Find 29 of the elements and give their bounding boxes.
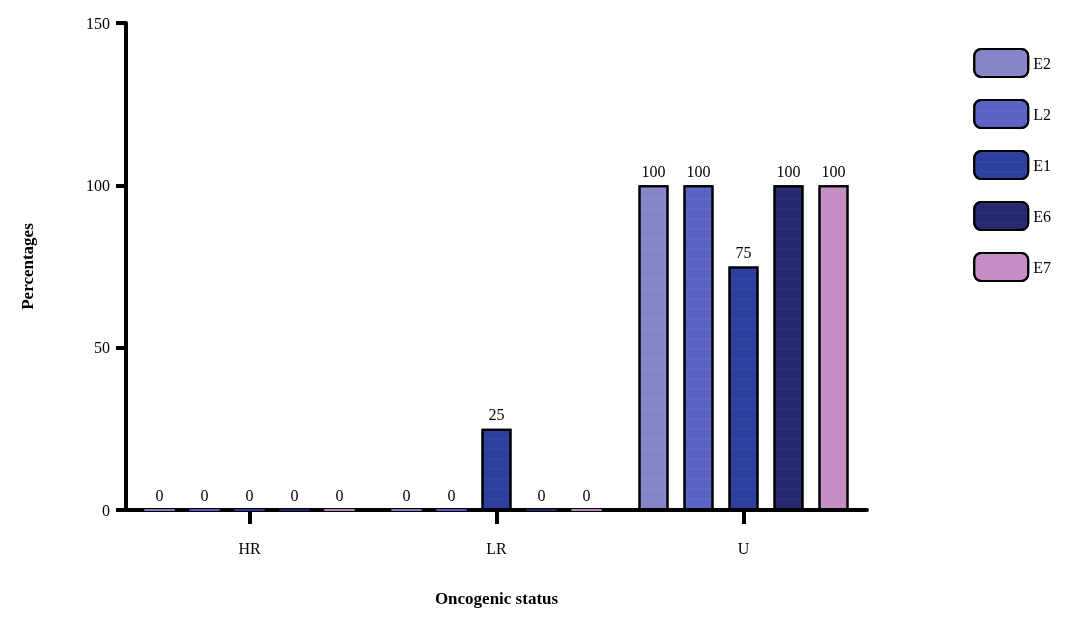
x-axis-title: Oncogenic status: [434, 589, 559, 608]
data-label: 100: [776, 162, 801, 180]
legend-label: E6: [1033, 207, 1052, 225]
data-label: 0: [200, 487, 209, 504]
data-label: 0: [447, 487, 456, 504]
data-label: 0: [537, 487, 546, 504]
data-label: 0: [335, 487, 344, 504]
y-tick-label: 100: [86, 176, 110, 194]
y-tick-label: 0: [102, 501, 110, 519]
x-tick-label: LR: [486, 539, 508, 557]
data-label: 0: [245, 487, 254, 504]
data-label: 25: [488, 406, 505, 424]
legend-label: E2: [1033, 54, 1052, 72]
data-label: 0: [155, 487, 164, 504]
data-label: 100: [821, 162, 846, 180]
data-label: 100: [641, 162, 666, 180]
y-tick-label: 150: [86, 14, 110, 32]
x-tick-label: HR: [238, 539, 261, 557]
data-label: 0: [582, 487, 591, 504]
data-label: 100: [686, 162, 711, 180]
data-label: 75: [735, 244, 752, 261]
legend-label: E1: [1033, 156, 1052, 174]
y-tick-label: 50: [94, 339, 110, 357]
data-label: 0: [290, 487, 299, 504]
legend-label: L2: [1033, 105, 1052, 123]
legend-label: E7: [1033, 258, 1052, 276]
data-label: 0: [402, 487, 411, 504]
x-tick-label: U: [737, 539, 750, 557]
y-axis-title: Percentages: [18, 222, 37, 310]
